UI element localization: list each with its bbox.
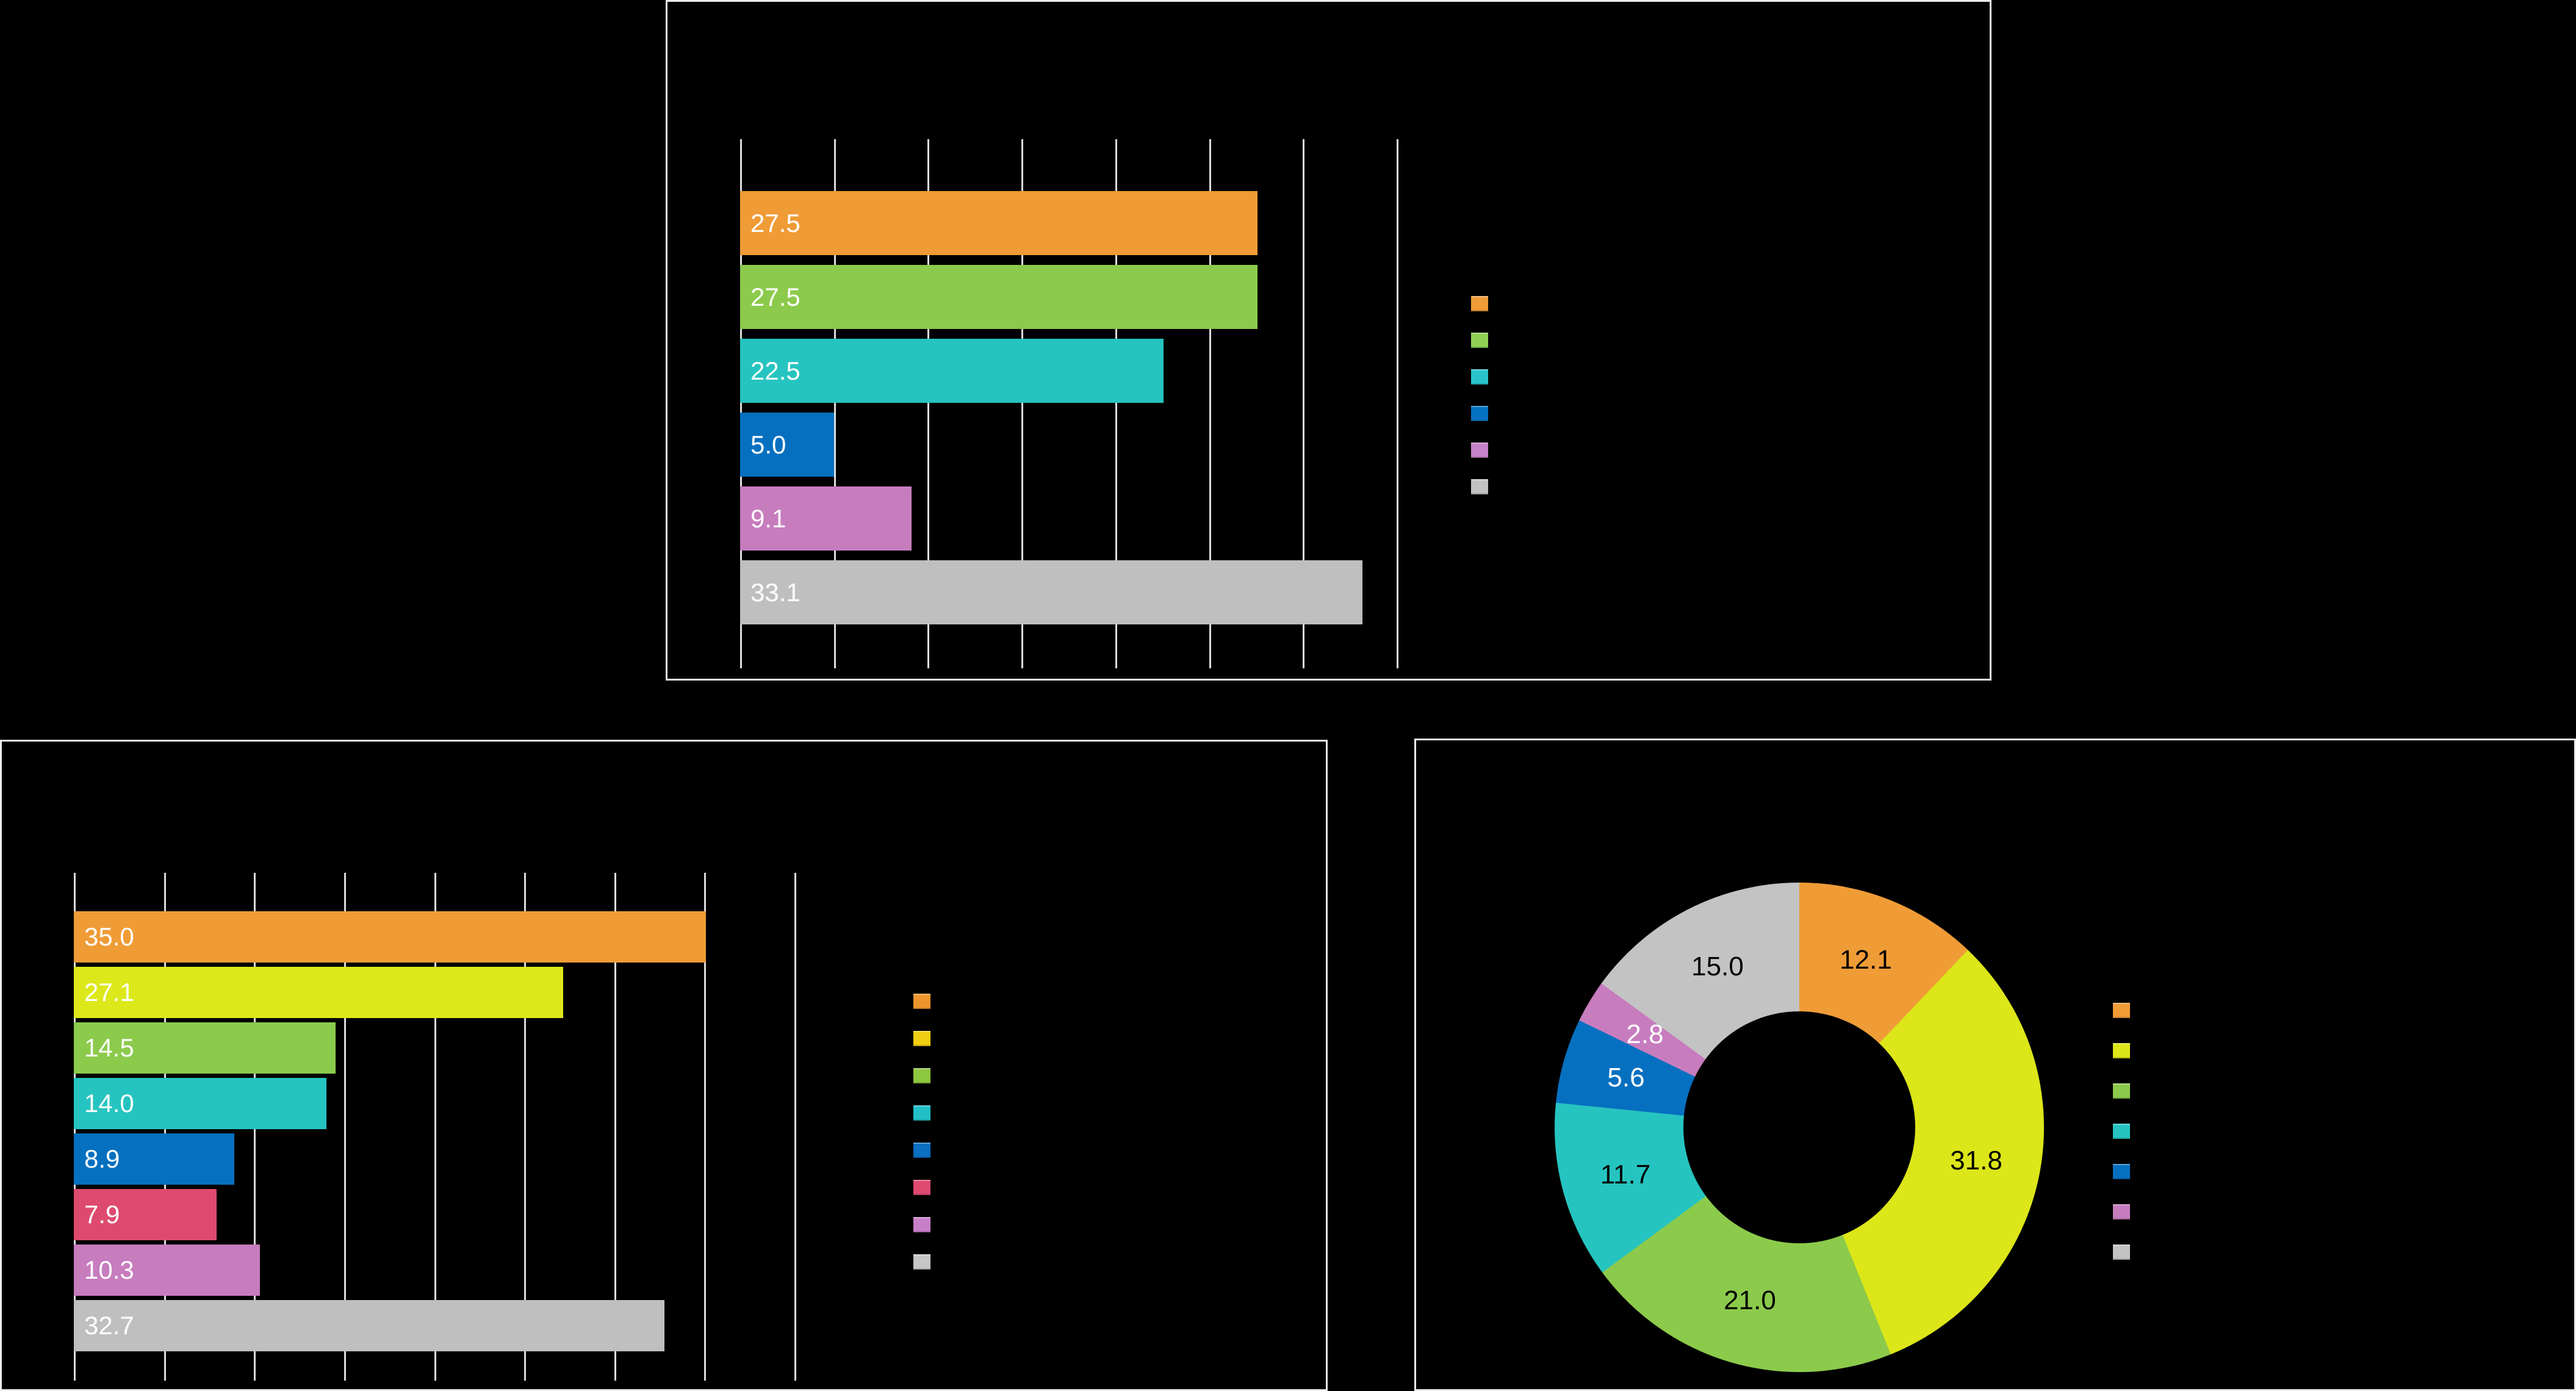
bar-value-label: 27.5 <box>750 282 801 311</box>
top-bar-chart-card: 27.5 27.5 22.5 5.0 9.1 33.1 <box>666 0 1991 681</box>
gridline <box>1209 139 1211 668</box>
bar-value-label: 10.3 <box>84 1256 134 1284</box>
gridline <box>927 139 929 668</box>
top-chart-plot-area: 27.5 27.5 22.5 5.0 9.1 33.1 <box>740 139 1398 668</box>
top-chart-title-zone <box>667 2 1990 139</box>
legend-swatch[interactable] <box>2113 1204 2130 1219</box>
bar-value-label: 35.0 <box>84 922 134 951</box>
legend-swatch[interactable] <box>2113 1083 2130 1099</box>
legend-swatch[interactable] <box>913 1068 930 1083</box>
bar[interactable]: 7.9 <box>74 1189 217 1240</box>
bar[interactable]: 22.5 <box>740 339 1164 403</box>
slice-value-label: 2.8 <box>1626 1019 1664 1049</box>
bar-value-label: 14.0 <box>84 1089 134 1118</box>
legend-swatch[interactable] <box>1471 369 1488 385</box>
gridline <box>704 873 706 1381</box>
gridline <box>834 139 836 668</box>
bar-value-label: 33.1 <box>750 577 801 607</box>
legend-swatch[interactable] <box>2113 1164 2130 1179</box>
legend-swatch[interactable] <box>1471 333 1488 348</box>
bar-value-label: 27.5 <box>750 208 801 237</box>
bar[interactable]: 14.5 <box>74 1022 336 1074</box>
slice-value-label: 21.0 <box>1724 1285 1776 1315</box>
bar[interactable]: 35.0 <box>74 911 706 963</box>
bar[interactable]: 8.9 <box>74 1133 234 1185</box>
legend-swatch[interactable] <box>1471 406 1488 421</box>
slice-value-label: 11.7 <box>1600 1160 1651 1190</box>
gridline <box>740 139 742 668</box>
bar-value-label: 27.1 <box>84 978 134 1006</box>
bar-value-label: 8.9 <box>84 1144 120 1173</box>
legend-swatch[interactable] <box>913 1254 930 1270</box>
gridline <box>524 873 526 1381</box>
bar[interactable]: 5.0 <box>740 413 834 477</box>
legend-swatch[interactable] <box>913 1180 930 1195</box>
bar-value-label: 32.7 <box>84 1311 134 1340</box>
bottom-left-chart-title-zone <box>2 742 1326 873</box>
gridline <box>434 873 436 1381</box>
bar[interactable]: 27.1 <box>74 967 563 1018</box>
legend-swatch[interactable] <box>1471 296 1488 311</box>
donut-hole <box>1683 1011 1915 1243</box>
slice-value-label: 31.8 <box>1950 1146 2002 1176</box>
legend-swatch[interactable] <box>913 1105 930 1121</box>
bar-value-label: 7.9 <box>84 1200 120 1229</box>
gridline <box>1115 139 1117 668</box>
bar[interactable]: 27.5 <box>740 265 1257 329</box>
bar[interactable]: 27.5 <box>740 191 1257 255</box>
slice-value-label: 5.6 <box>1607 1063 1645 1093</box>
bar-value-label: 14.5 <box>84 1033 134 1062</box>
gridline <box>344 873 346 1381</box>
bar-value-label: 22.5 <box>750 356 801 385</box>
bottom-left-bar-chart-card: 35.0 27.1 14.5 14.0 8.9 7.9 10.3 32.7 <box>0 740 1328 1391</box>
legend-swatch[interactable] <box>2113 1043 2130 1058</box>
legend-swatch[interactable] <box>2113 1245 2130 1260</box>
gridline <box>1397 139 1398 668</box>
donut-chart-card: 12.1 31.8 21.0 11.7 5.6 2.8 15.0 <box>1414 739 2576 1391</box>
legend-swatch[interactable] <box>1471 443 1488 458</box>
gridline <box>794 873 796 1381</box>
bar[interactable]: 32.7 <box>74 1300 664 1351</box>
bar[interactable]: 9.1 <box>740 486 912 551</box>
donut-chart-title-zone <box>1416 740 2574 875</box>
legend-swatch[interactable] <box>1471 479 1488 494</box>
bottom-left-chart-plot-area: 35.0 27.1 14.5 14.0 8.9 7.9 10.3 32.7 <box>74 873 796 1381</box>
legend-swatch[interactable] <box>2113 1124 2130 1139</box>
legend-swatch[interactable] <box>913 1031 930 1046</box>
bar-value-label: 5.0 <box>750 430 786 459</box>
bar[interactable]: 10.3 <box>74 1245 260 1296</box>
gridline <box>614 873 616 1381</box>
gridline <box>1021 139 1023 668</box>
bar[interactable]: 33.1 <box>740 560 1362 624</box>
slice-value-label: 15.0 <box>1691 952 1744 981</box>
gridline <box>1303 139 1304 668</box>
legend-swatch[interactable] <box>913 1143 930 1158</box>
bar-value-label: 9.1 <box>750 504 786 533</box>
bar[interactable]: 14.0 <box>74 1078 326 1129</box>
legend-swatch[interactable] <box>913 994 930 1009</box>
legend-swatch[interactable] <box>913 1217 930 1232</box>
legend-swatch[interactable] <box>2113 1003 2130 1018</box>
slice-value-label: 12.1 <box>1840 945 1892 975</box>
